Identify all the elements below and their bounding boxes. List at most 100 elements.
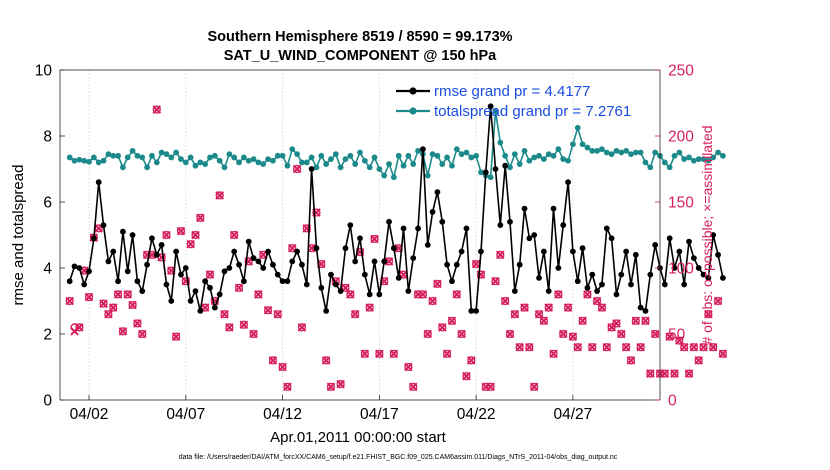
assimilated-obs-marker — [616, 329, 626, 339]
rmse-point — [715, 251, 721, 258]
possible-obs-marker — [462, 372, 471, 381]
assimilated-obs-marker — [263, 305, 273, 315]
rmse-point — [274, 271, 281, 278]
rmse-point — [521, 205, 528, 212]
totalspread-point — [294, 151, 300, 158]
totalspread-point — [686, 154, 692, 161]
assimilated-obs-marker — [225, 323, 234, 332]
possible-obs-marker — [530, 382, 539, 391]
y-left-tick-label: 10 — [35, 63, 53, 80]
y-right-tick-label: 100 — [668, 261, 694, 278]
possible-obs-marker — [65, 296, 74, 306]
rmse-point — [463, 225, 470, 232]
totalspread-point — [584, 144, 591, 151]
assimilated-obs-marker — [365, 303, 374, 312]
totalspread-point — [139, 154, 146, 161]
assimilated-obs-marker — [452, 290, 462, 299]
rmse-point — [449, 278, 455, 285]
rmse-point — [250, 255, 257, 261]
possible-obs-marker — [336, 380, 345, 389]
legend-rmse-label: rmse grand pr = 4.4177 — [434, 83, 590, 100]
possible-obs-marker — [583, 290, 592, 299]
rmse-point — [303, 281, 310, 288]
rmse-point — [502, 162, 509, 169]
possible-obs-marker — [215, 191, 224, 200]
possible-obs-marker — [457, 329, 466, 339]
rmse-point — [318, 284, 325, 291]
possible-obs-marker — [181, 277, 190, 286]
assimilated-obs-marker — [621, 342, 631, 352]
rmse-point — [120, 228, 126, 235]
possible-obs-marker — [326, 382, 336, 391]
totalspread-point — [260, 161, 267, 167]
totalspread-point — [589, 147, 596, 154]
assimilated-obs-marker — [563, 303, 573, 312]
possible-obs-marker — [539, 316, 548, 325]
totalspread-point — [652, 149, 659, 156]
rmse-point — [115, 278, 121, 285]
rmse-point — [487, 103, 494, 110]
possible-obs-marker — [467, 356, 476, 365]
totalspread-point — [66, 154, 73, 161]
rmse-point — [579, 245, 586, 252]
possible-obs-marker — [283, 382, 292, 391]
rmse-point — [482, 169, 489, 176]
totalspread-point — [395, 152, 402, 159]
rmse-point — [458, 248, 465, 255]
rmse-point — [637, 304, 644, 311]
totalspread-point — [149, 152, 155, 159]
rmse-point — [666, 235, 673, 242]
possible-obs-marker — [322, 356, 331, 365]
totalspread-point — [526, 157, 533, 164]
totalspread-point — [361, 157, 368, 164]
rmse-point — [357, 235, 363, 242]
possible-obs-marker — [515, 343, 524, 352]
possible-obs-marker — [341, 283, 350, 292]
possible-obs-marker — [220, 310, 229, 319]
rmse-point — [245, 238, 252, 245]
assimilated-obs-marker — [375, 349, 384, 359]
rmse-point — [202, 278, 209, 285]
totalspread-point — [323, 161, 330, 167]
plot-area — [60, 70, 660, 400]
rmse-point — [100, 222, 107, 229]
rmse-point — [589, 271, 596, 278]
possible-obs-marker — [438, 323, 447, 332]
assimilated-obs-marker — [113, 290, 123, 299]
possible-obs-marker — [128, 300, 137, 310]
rmse-point — [623, 248, 630, 255]
possible-obs-marker — [597, 303, 607, 312]
assimilated-obs-marker — [554, 290, 563, 299]
possible-obs-marker — [704, 310, 713, 319]
rmse-point — [260, 265, 267, 271]
y-left-tick-label: 4 — [43, 261, 52, 278]
possible-obs-marker — [718, 349, 728, 358]
possible-obs-marker — [142, 250, 152, 259]
rmse-point — [511, 288, 518, 294]
rmse-point — [540, 248, 547, 255]
totalspread-point — [555, 146, 562, 153]
y-axis-label-left: rmse and totalspread — [10, 165, 27, 306]
assimilated-obs-marker — [346, 290, 355, 299]
assimilated-obs-marker — [99, 299, 108, 308]
assimilated-obs-marker — [457, 329, 466, 339]
assimilated-obs-marker — [370, 234, 379, 244]
totalspread-point — [487, 174, 494, 181]
totalspread-point — [115, 152, 121, 159]
possible-obs-marker — [288, 244, 297, 253]
totalspread-point — [231, 154, 238, 161]
possible-obs-marker — [104, 310, 113, 319]
possible-obs-marker — [152, 105, 161, 114]
assimilated-obs-marker — [646, 369, 655, 378]
rmse-point — [720, 275, 726, 281]
possible-obs-marker — [713, 296, 723, 306]
rmse-point — [652, 242, 659, 248]
rmse-point — [95, 179, 102, 186]
assimilated-obs-marker — [360, 349, 370, 359]
assimilated-obs-marker — [466, 356, 476, 365]
totalspread-point — [453, 146, 460, 153]
totalspread-point — [400, 162, 407, 169]
rmse-point — [129, 232, 136, 238]
totalspread-point — [574, 124, 581, 131]
possible-obs-marker — [312, 208, 321, 217]
